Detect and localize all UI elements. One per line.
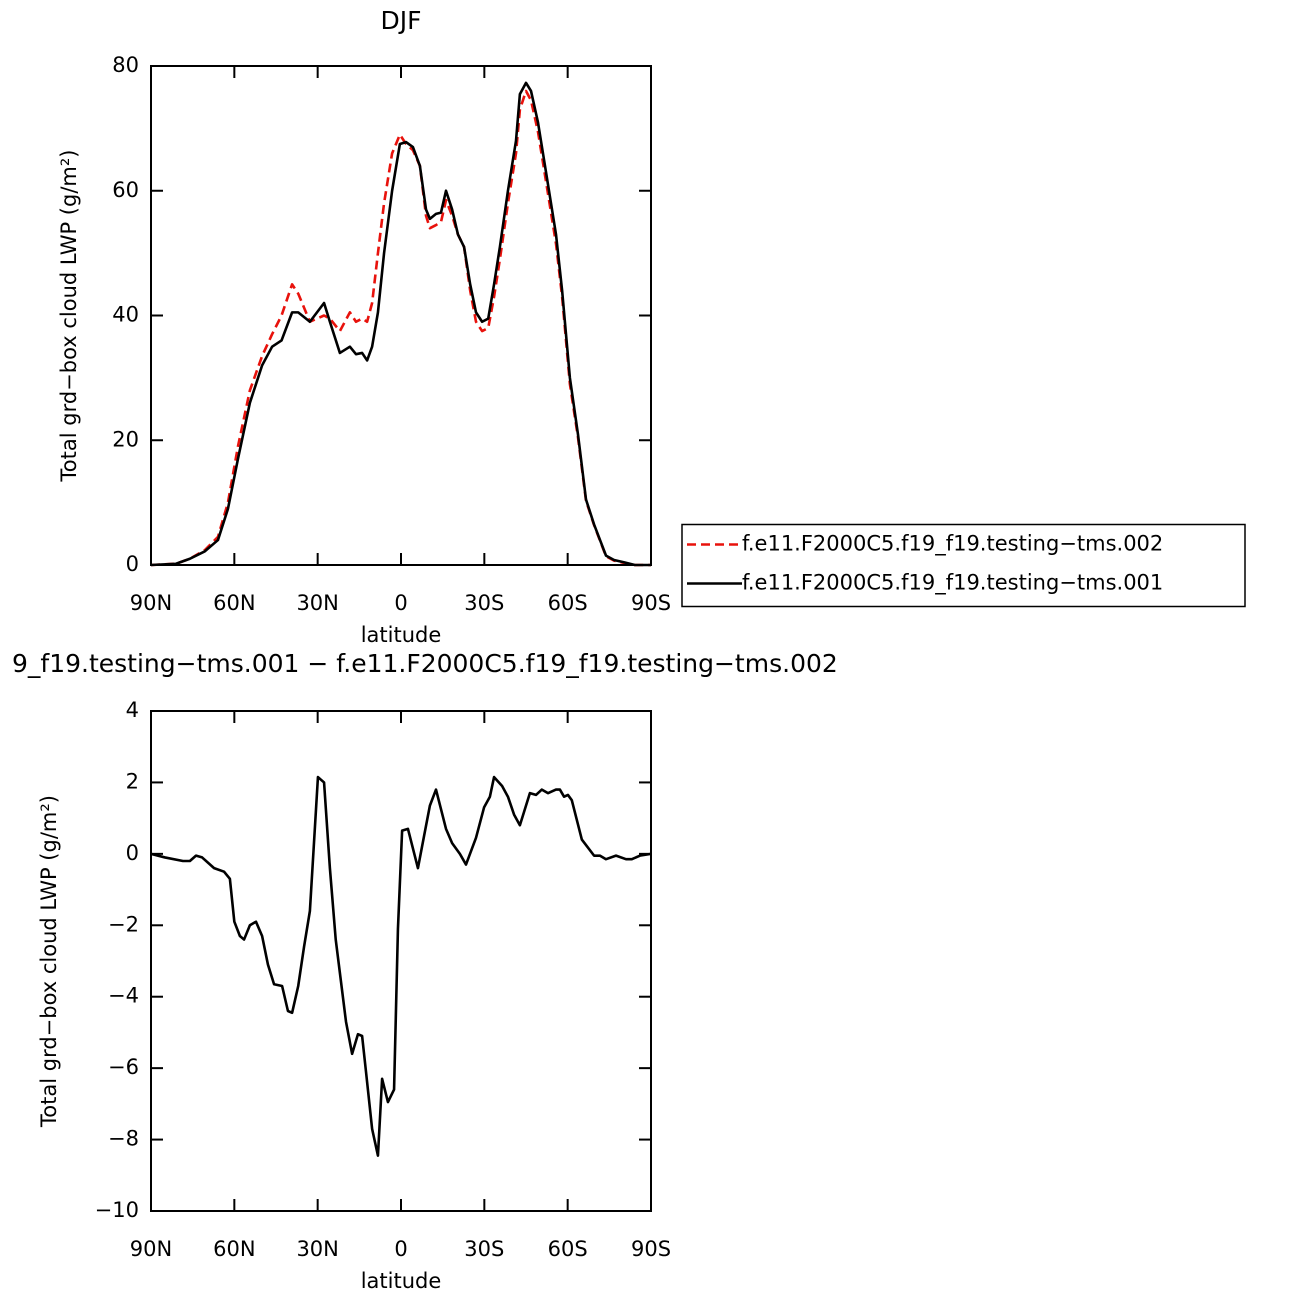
legend-label: f.e11.F2000C5.f19_f19.testing−tms.002 <box>742 532 1163 557</box>
y-tick-label: −4 <box>108 984 139 1008</box>
y-axis-label: Total grd−box cloud LWP (g/m²) <box>37 795 61 1128</box>
x-tick-label: 60N <box>213 591 255 615</box>
x-tick-label: 60S <box>548 1237 588 1261</box>
chart-title: 9_f19.testing−tms.001 − f.e11.F2000C5.f1… <box>12 649 838 678</box>
y-tick-label: 80 <box>112 53 139 77</box>
plot-frame <box>150 65 652 566</box>
x-tick-label: 0 <box>394 1237 407 1261</box>
x-tick-label: 60S <box>548 591 588 615</box>
plot-frame <box>150 710 652 1212</box>
x-tick-label: 90S <box>631 591 671 615</box>
x-tick-label: 0 <box>394 591 407 615</box>
y-tick-label: 4 <box>126 698 139 722</box>
y-tick-label: 40 <box>112 303 139 327</box>
y-tick-label: 0 <box>126 841 139 865</box>
x-tick-label: 60N <box>213 1237 255 1261</box>
chart-title: DJF <box>380 6 421 35</box>
y-tick-label: −8 <box>108 1127 139 1151</box>
x-axis-label: latitude <box>361 1269 442 1293</box>
y-tick-label: −2 <box>108 912 139 936</box>
legend-label: f.e11.F2000C5.f19_f19.testing−tms.001 <box>742 571 1163 596</box>
x-tick-label: 90S <box>631 1237 671 1261</box>
x-tick-label: 90N <box>130 591 172 615</box>
series-line <box>150 775 652 1157</box>
x-tick-label: 30N <box>296 591 338 615</box>
x-tick-label: 30S <box>464 1237 504 1261</box>
x-tick-label: 30N <box>296 1237 338 1261</box>
x-axis-label: latitude <box>361 623 442 647</box>
y-tick-label: 20 <box>112 427 139 451</box>
y-tick-label: −6 <box>108 1055 139 1079</box>
legend-box <box>681 523 1246 608</box>
y-tick-label: 0 <box>126 552 139 576</box>
y-axis-label: Total grd−box cloud LWP (g/m²) <box>57 150 81 483</box>
y-tick-label: −10 <box>95 1198 139 1222</box>
series-line <box>150 81 651 567</box>
series-line <box>150 89 651 567</box>
x-tick-label: 30S <box>464 591 504 615</box>
y-tick-label: 2 <box>126 769 139 793</box>
y-tick-label: 60 <box>112 178 139 202</box>
x-tick-label: 90N <box>130 1237 172 1261</box>
